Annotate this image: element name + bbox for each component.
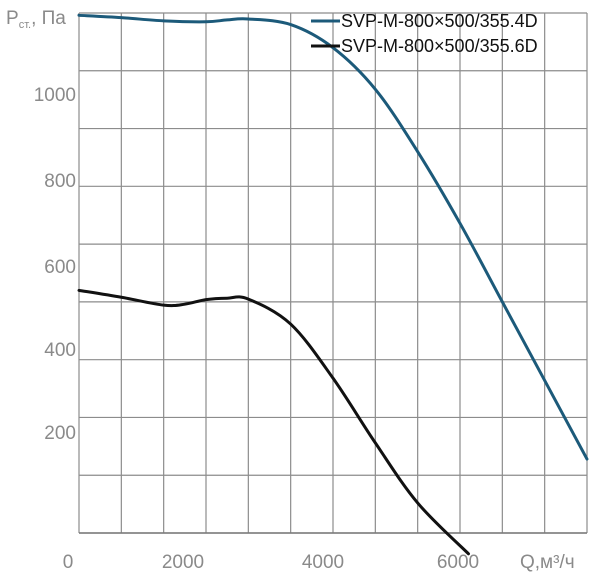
y-tick-labels: 200 400 600 800 1000 (34, 85, 76, 444)
y-tick-label: 400 (44, 340, 76, 361)
legend-label-series-2: SVP-M-800×500/355.6D (341, 36, 538, 56)
x-tick-label: 6000 (437, 552, 479, 573)
legend: SVP-M-800×500/355.4D SVP-M-800×500/355.6… (311, 11, 538, 56)
y-axis-label: Pст., Па (6, 8, 66, 31)
x-tick-label: 0 (63, 552, 74, 573)
legend-label-series-1: SVP-M-800×500/355.4D (341, 11, 538, 31)
series-line-1 (77, 13, 589, 461)
y-axis-label-subscript: ст. (19, 19, 31, 31)
series-lines (77, 13, 589, 556)
x-tick-label: 4000 (302, 552, 344, 573)
x-tick-label: 2000 (162, 552, 204, 573)
y-tick-label: 1000 (34, 85, 76, 106)
grid (78, 12, 588, 534)
y-tick-label: 800 (44, 171, 76, 192)
y-axis-label-unit: , Па (31, 8, 66, 29)
y-tick-label: 600 (44, 257, 76, 278)
y-tick-label: 200 (44, 423, 76, 444)
y-axis-label-main: P (6, 8, 19, 29)
x-axis-label: Q,м³/ч (520, 552, 575, 573)
x-tick-labels: 0 2000 4000 6000 (63, 552, 479, 573)
series-line-2 (77, 288, 470, 556)
